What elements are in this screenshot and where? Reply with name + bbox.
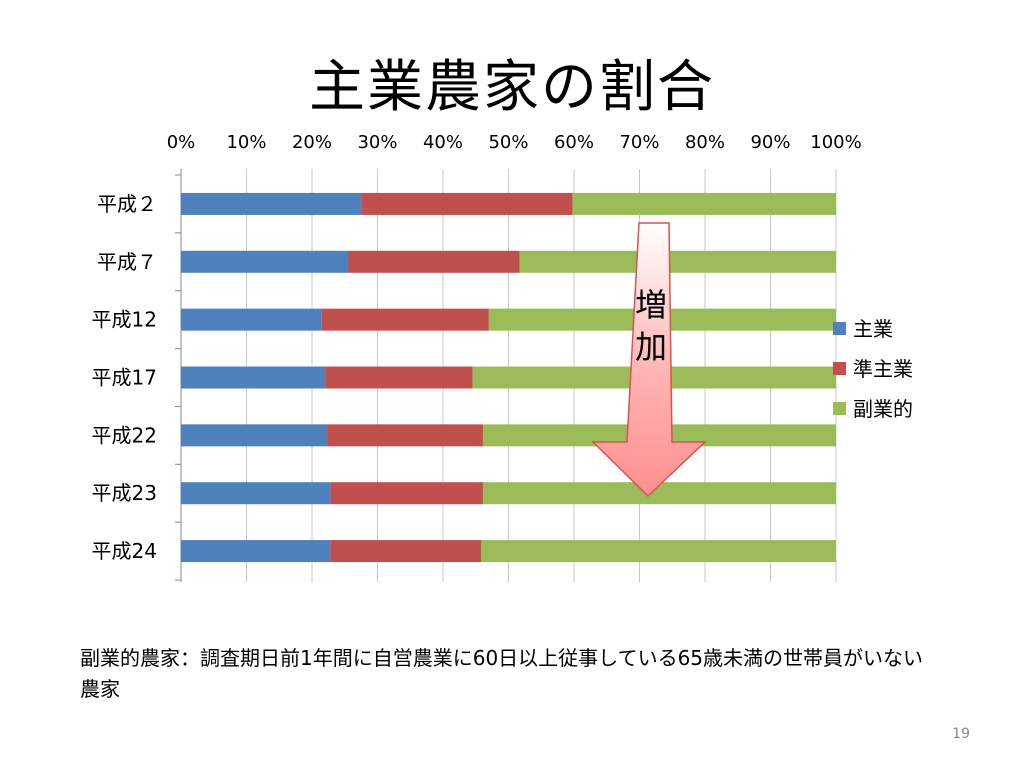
bar-segment <box>330 540 481 563</box>
page-number: 19 <box>952 726 970 742</box>
bar-segment <box>181 540 331 563</box>
page-title: 主業農家の割合 <box>309 55 715 120</box>
category-label: 平成23 <box>92 481 157 505</box>
bar-segment <box>181 366 326 389</box>
legend-entry: 準主業 <box>853 357 913 381</box>
x-tick-label: 100% <box>810 132 861 153</box>
arrow-label-2: 加 <box>635 328 667 366</box>
bar-segment <box>480 540 836 563</box>
x-tick-label: 50% <box>488 132 528 153</box>
legend-entry: 主業 <box>853 317 893 341</box>
bar-segment <box>482 482 836 505</box>
bar-segment <box>181 424 328 447</box>
bar-segment <box>572 192 836 215</box>
x-tick-label: 10% <box>226 132 266 153</box>
bar-segment <box>519 250 836 273</box>
legend-swatch <box>833 402 846 415</box>
bar-segment <box>181 308 322 331</box>
bar-segment <box>361 192 573 215</box>
footnote: 副業的農家：調査期日前1年間に自営農業に60日以上従事している65歳未満の世帯員… <box>80 646 924 701</box>
bar-segment <box>181 192 362 215</box>
x-tick-label: 0% <box>167 132 196 153</box>
x-tick-label: 60% <box>554 132 594 153</box>
bar-segment <box>348 250 520 273</box>
bar-segment <box>321 308 489 331</box>
category-label: 平成12 <box>92 308 157 332</box>
category-label: 平成22 <box>92 423 157 447</box>
legend-entry: 副業的 <box>853 397 913 421</box>
increase-arrow: 増 加 <box>591 222 707 498</box>
x-tick-label: 40% <box>423 132 463 153</box>
category-label: 平成24 <box>92 539 157 563</box>
bar-segment <box>327 424 483 447</box>
down-arrow-shape <box>591 222 707 498</box>
x-tick-label: 90% <box>750 132 790 153</box>
x-tick-label: 70% <box>619 132 659 153</box>
x-tick-label: 20% <box>292 132 332 153</box>
bar-segment <box>325 366 473 389</box>
legend-swatch <box>833 362 846 375</box>
category-label: 平成２ <box>97 192 157 216</box>
legend-swatch <box>833 322 846 335</box>
bar-segment <box>181 482 331 505</box>
bar-segment <box>330 482 483 505</box>
x-tick-label: 30% <box>357 132 397 153</box>
arrow-label-1: 増 <box>635 286 667 324</box>
bar-segment <box>181 250 349 273</box>
category-label: 平成７ <box>97 250 157 274</box>
x-tick-label: 80% <box>685 132 725 153</box>
category-label: 平成17 <box>92 366 157 390</box>
